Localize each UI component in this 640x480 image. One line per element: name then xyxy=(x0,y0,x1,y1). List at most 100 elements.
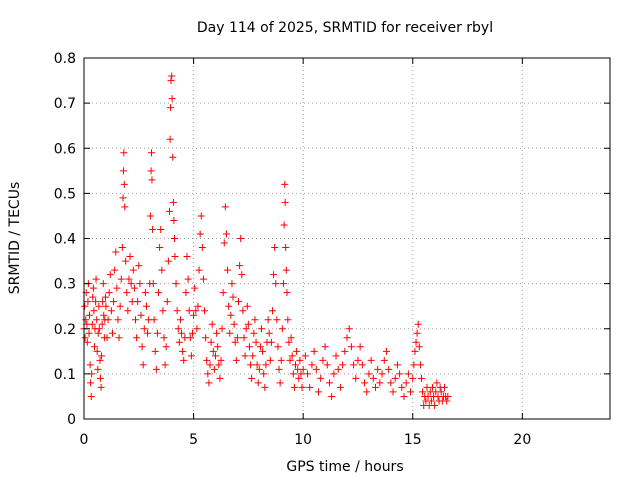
data-points xyxy=(80,72,452,409)
data-point xyxy=(188,329,196,337)
data-point xyxy=(232,356,240,364)
data-point xyxy=(233,334,241,342)
data-point xyxy=(276,379,284,387)
data-point xyxy=(227,311,235,319)
data-point xyxy=(339,361,347,369)
data-point xyxy=(280,221,288,229)
data-point xyxy=(186,334,194,342)
data-point xyxy=(171,235,179,242)
data-point xyxy=(129,266,137,274)
data-point xyxy=(163,298,171,306)
data-point xyxy=(247,361,255,369)
data-point xyxy=(341,347,349,355)
y-axis-label: SRMTID / TECUs xyxy=(7,182,23,295)
data-point xyxy=(282,266,290,274)
data-point xyxy=(356,343,364,351)
data-point xyxy=(101,293,109,301)
chart-title: Day 114 of 2025, SRMTID for receiver rby… xyxy=(197,20,493,36)
data-point xyxy=(237,235,245,242)
data-point xyxy=(146,212,154,220)
data-point xyxy=(122,257,130,265)
data-point xyxy=(262,361,270,369)
data-point xyxy=(283,289,291,297)
data-point xyxy=(312,365,320,373)
data-point xyxy=(199,275,207,283)
data-point xyxy=(317,374,325,382)
data-point xyxy=(260,370,268,378)
data-point xyxy=(81,334,89,342)
data-point xyxy=(214,343,222,351)
data-point xyxy=(137,311,145,319)
data-point xyxy=(296,356,304,364)
data-point xyxy=(168,72,176,80)
data-point xyxy=(127,280,135,288)
data-point xyxy=(241,352,249,360)
data-point xyxy=(115,334,123,342)
data-point xyxy=(134,298,142,306)
data-point xyxy=(236,262,244,270)
data-point xyxy=(367,356,375,364)
data-point xyxy=(258,325,266,333)
data-point xyxy=(259,347,267,355)
data-point xyxy=(82,316,90,324)
data-point xyxy=(323,361,331,369)
data-point xyxy=(142,302,150,310)
data-point xyxy=(387,379,395,387)
data-point xyxy=(148,149,156,157)
data-point xyxy=(274,343,282,351)
data-point xyxy=(321,343,329,351)
data-point xyxy=(151,347,159,355)
data-point xyxy=(158,266,166,274)
y-tick-label: 0.2 xyxy=(54,322,76,338)
data-point xyxy=(328,392,336,400)
data-point xyxy=(396,370,404,378)
data-point xyxy=(167,104,175,112)
data-point xyxy=(111,266,119,274)
data-point xyxy=(192,307,200,315)
data-point xyxy=(217,356,225,364)
data-point xyxy=(286,356,294,364)
data-point xyxy=(170,216,178,224)
data-point xyxy=(284,316,292,324)
data-point xyxy=(428,383,436,391)
data-point xyxy=(161,361,169,369)
data-point xyxy=(191,284,199,292)
data-point xyxy=(354,356,362,364)
data-point xyxy=(412,338,420,346)
data-point xyxy=(125,275,133,283)
data-point xyxy=(358,361,366,369)
data-point xyxy=(118,244,126,252)
data-point xyxy=(94,365,102,373)
data-point xyxy=(89,293,97,301)
data-point xyxy=(297,370,305,378)
data-point xyxy=(126,253,134,261)
data-point xyxy=(94,329,102,337)
data-point xyxy=(272,280,280,288)
data-point xyxy=(216,374,224,382)
data-point xyxy=(107,307,115,315)
data-point xyxy=(121,203,129,211)
data-point xyxy=(279,280,287,288)
data-point xyxy=(238,271,246,279)
data-point xyxy=(159,307,167,315)
data-point xyxy=(209,347,217,355)
data-point xyxy=(415,343,423,351)
data-point xyxy=(240,334,248,342)
data-point xyxy=(378,370,386,378)
data-point xyxy=(174,325,182,333)
data-point xyxy=(185,307,193,315)
data-point xyxy=(345,325,353,333)
data-point xyxy=(91,343,99,351)
data-point xyxy=(293,347,301,355)
data-point xyxy=(278,325,286,333)
data-point xyxy=(98,320,106,328)
y-tick-label: 0 xyxy=(67,412,76,428)
data-point xyxy=(285,338,293,346)
data-point xyxy=(369,374,377,382)
data-point xyxy=(105,289,113,297)
data-point xyxy=(178,329,186,337)
data-point xyxy=(164,257,172,265)
data-point xyxy=(361,379,369,387)
data-point xyxy=(85,329,93,337)
